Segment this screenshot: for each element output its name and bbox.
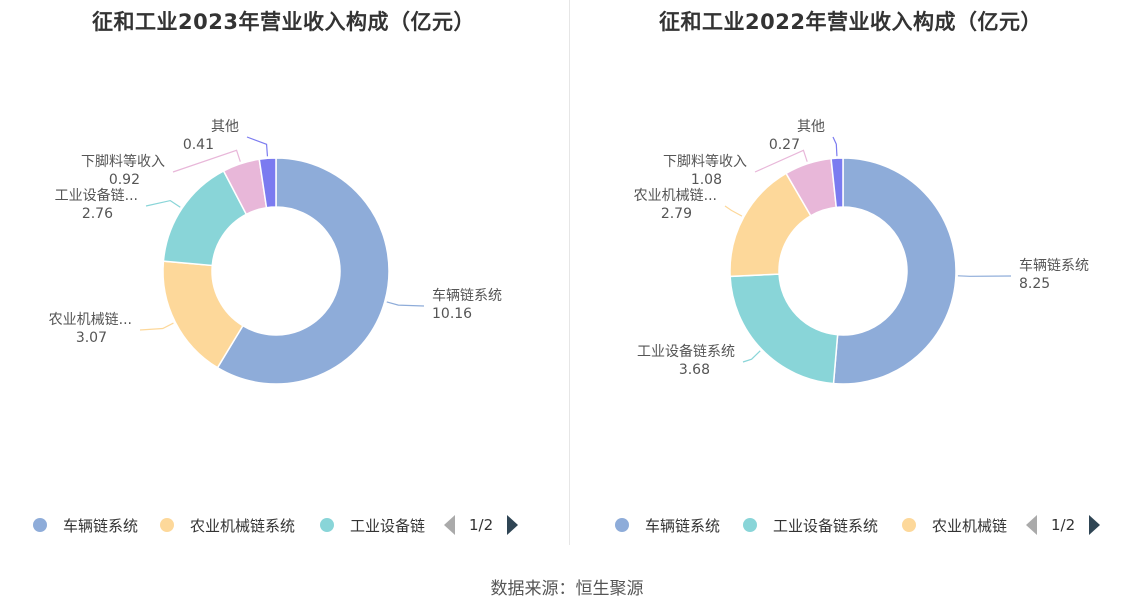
- slice-value: 8.25: [1019, 276, 1050, 292]
- legend-label: 车辆链系统: [645, 516, 721, 535]
- legend-marker: [33, 518, 47, 532]
- next-page-icon[interactable]: [1089, 515, 1101, 535]
- data-source-label: 数据来源：恒生聚源: [490, 579, 644, 599]
- slice-value: 3.07: [76, 330, 107, 346]
- legend-marker: [743, 518, 757, 532]
- slice-label: 工业设备链系统: [637, 343, 735, 360]
- chart-title: 征和工业2023年营业收入构成（亿元）: [92, 10, 475, 34]
- legend-label: 工业设备链: [350, 516, 426, 535]
- donut-slice[interactable]: [830, 157, 844, 209]
- legend-marker: [160, 518, 174, 532]
- chart-panel-2023: 征和工业2023年营业收入构成（亿元） 车辆链系统 10.16 农业机械链... 3.…: [0, 0, 567, 545]
- label-leader-line: [145, 199, 181, 208]
- slice-label: 其他: [211, 119, 239, 135]
- legend-pager: 1/2: [444, 514, 519, 536]
- slice-label: 车辆链系统: [432, 287, 502, 304]
- chart-title: 征和工业2022年营业收入构成（亿元）: [659, 10, 1042, 34]
- legend-label: 车辆链系统: [63, 516, 139, 535]
- donut-slice[interactable]: [832, 157, 957, 385]
- legend: 车辆链系统 农业机械链系统 工业设备链 1/2: [0, 512, 567, 538]
- donut-slice[interactable]: [258, 157, 277, 209]
- legend-label: 农业机械链: [932, 516, 1008, 535]
- legend-item[interactable]: 工业设备链: [320, 512, 425, 538]
- legend-marker: [902, 518, 916, 532]
- slice-value: 1.08: [691, 172, 722, 188]
- legend-label: 农业机械链系统: [190, 516, 296, 535]
- label-leader-line: [957, 275, 1012, 277]
- legend: 车辆链系统 工业设备链系统 农业机械链 1/2: [567, 512, 1134, 538]
- label-leader-line: [754, 149, 808, 173]
- donut-slice[interactable]: [216, 157, 390, 385]
- label-leader-line: [742, 350, 761, 363]
- label-leader-line: [832, 136, 838, 157]
- legend-pager: 1/2: [1026, 514, 1101, 536]
- legend-item[interactable]: 车辆链系统: [33, 512, 138, 538]
- prev-page-icon[interactable]: [1026, 515, 1037, 535]
- slice-value: 2.79: [661, 206, 692, 222]
- label-leader-line: [246, 136, 269, 157]
- legend-label: 工业设备链系统: [773, 516, 879, 535]
- legend-item[interactable]: 农业机械链: [902, 512, 1007, 538]
- donut-chart: 车辆链系统 10.16 农业机械链... 3.07 工业设备链... 2.76 下脚料等收入…: [49, 119, 502, 385]
- panel-divider: [569, 0, 570, 545]
- legend-marker: [615, 518, 629, 532]
- prev-page-icon[interactable]: [444, 515, 455, 535]
- label-leader-line: [172, 149, 241, 173]
- slice-label: 车辆链系统: [1019, 257, 1089, 274]
- legend-marker: [320, 518, 334, 532]
- label-leader-line: [386, 301, 425, 307]
- legend-item[interactable]: 农业机械链系统: [160, 512, 295, 538]
- legend-item[interactable]: 车辆链系统: [615, 512, 720, 538]
- slice-label: 农业机械链...: [49, 312, 132, 328]
- slice-label: 下脚料等收入: [81, 153, 165, 170]
- label-leader-line: [724, 205, 743, 217]
- slice-value: 0.92: [109, 172, 140, 188]
- slice-label: 农业机械链...: [634, 188, 717, 204]
- slice-label: 下脚料等收入: [663, 153, 747, 170]
- next-page-icon[interactable]: [507, 515, 519, 535]
- slice-value: 10.16: [432, 306, 472, 322]
- legend-item[interactable]: 工业设备链系统: [743, 512, 878, 538]
- slice-label: 工业设备链...: [55, 187, 138, 204]
- label-leader-line: [139, 322, 174, 331]
- slice-label: 其他: [797, 119, 825, 135]
- donut-chart: 车辆链系统 8.25 工业设备链系统 3.68 农业机械链... 2.79 下脚料等收入 1.…: [634, 119, 1089, 385]
- chart-panel-2022: 征和工业2022年营业收入构成（亿元） 车辆链系统 8.25 工业设备链系统 3.68…: [567, 0, 1134, 545]
- slice-value: 3.68: [679, 362, 710, 378]
- legend-page-indicator: 1/2: [469, 516, 494, 534]
- slice-value: 0.41: [183, 137, 214, 153]
- slice-value: 2.76: [82, 206, 113, 222]
- slice-value: 0.27: [769, 137, 800, 153]
- donut-slice[interactable]: [729, 273, 839, 385]
- legend-page-indicator: 1/2: [1051, 516, 1076, 534]
